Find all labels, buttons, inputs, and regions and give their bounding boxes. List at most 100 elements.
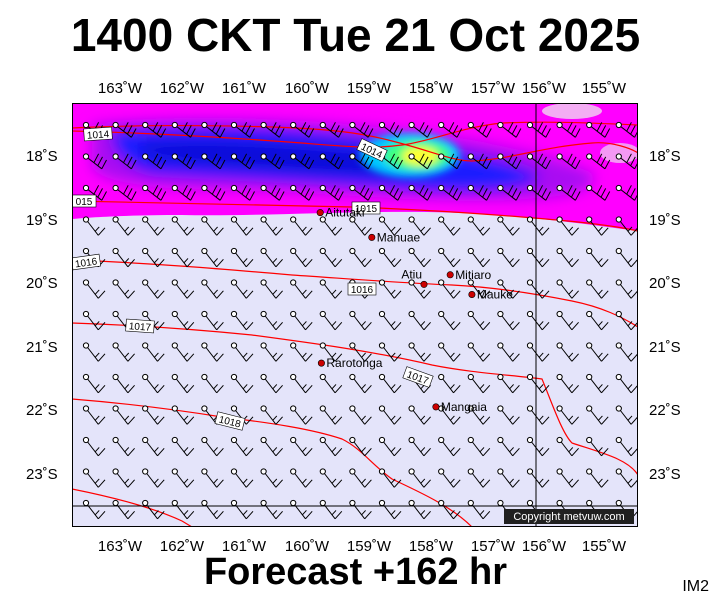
wind-barb (556, 310, 579, 331)
isobar-line (72, 121, 638, 148)
wind-barb (438, 436, 461, 457)
wind-barb (497, 121, 522, 138)
wind-barb (82, 468, 106, 488)
wind-barb (171, 121, 196, 138)
place-mitiaro: Mitiaro (446, 268, 492, 282)
wind-barb (82, 279, 106, 299)
weather-map: 1014 1014 015 1015 1016 1016 1017 1017 1… (72, 103, 638, 527)
wind-barb (142, 436, 165, 457)
wind-barb (112, 121, 137, 138)
wind-barb (526, 310, 550, 331)
wind-barb (586, 279, 609, 299)
lon-label: 157˚W (470, 80, 516, 97)
wind-barb (349, 373, 372, 394)
wind-barb (586, 310, 609, 331)
wind-barb (497, 468, 520, 488)
wind-barb (408, 247, 431, 268)
wind-barb (290, 373, 313, 394)
isobar-label: 1018 (218, 414, 243, 430)
wind-barb (408, 121, 433, 138)
wind-barb (171, 184, 196, 201)
wind-barb (438, 216, 461, 236)
wind-barb (290, 153, 315, 170)
wind-barb (201, 436, 224, 457)
wind-barb (467, 436, 491, 457)
wind-barb (230, 468, 254, 488)
wind-barb (260, 184, 285, 201)
wind-barb (171, 279, 195, 299)
isobar-label: 015 (76, 197, 93, 208)
wind-barb (615, 342, 638, 362)
wind-barb (556, 216, 579, 236)
wind-barb (171, 499, 195, 520)
wind-barb (615, 468, 638, 488)
wind-barb (408, 153, 433, 170)
wind-barb (290, 121, 315, 138)
image-id: IM2 (682, 578, 709, 595)
place-rarotonga: Rarotonga (317, 356, 383, 370)
isobar-line (72, 488, 193, 527)
wind-barb (349, 310, 372, 331)
wind-barb (408, 436, 431, 457)
copyright-box: Copyright metvuw.com (504, 509, 634, 524)
wind-barb (467, 247, 491, 268)
wind-barb (526, 247, 550, 268)
place-label: Mitiaro (455, 268, 491, 282)
wind-barb (112, 499, 135, 520)
lat-label: 23˚S (26, 466, 58, 483)
isobar-label: 1016 (74, 256, 98, 270)
lon-label: 155˚W (581, 538, 627, 555)
lat-label: 22˚S (26, 402, 58, 419)
forecast-title: 1400 CKT Tue 21 Oct 2025 (70, 9, 641, 61)
wind-barb (201, 342, 224, 362)
wind-barb (378, 468, 402, 488)
wind-barb (408, 468, 431, 488)
wind-barb (260, 436, 283, 457)
lat-label: 19˚S (649, 212, 681, 229)
wind-barb (319, 310, 343, 331)
wind-barb (586, 247, 609, 268)
wind-barb (615, 405, 638, 425)
wind-barb (319, 247, 343, 268)
wind-barb (497, 216, 520, 236)
wind-barb (171, 216, 195, 236)
wind-barb (230, 436, 254, 457)
wind-barb (319, 468, 343, 488)
wind-barb (586, 405, 609, 425)
wind-barb (290, 279, 313, 299)
wind-barb (349, 121, 374, 138)
wind-barb (290, 468, 313, 488)
wind-barb (171, 405, 195, 425)
place-label: Mangaia (441, 400, 487, 414)
wind-barb (82, 216, 106, 236)
wind-barb (378, 216, 402, 236)
wind-barb (467, 184, 492, 201)
wind-barb (142, 184, 167, 201)
lon-label: 163˚W (97, 80, 143, 97)
wind-barb (378, 184, 403, 201)
wind-barb (526, 342, 550, 362)
wind-barb (201, 373, 224, 394)
isobar-line (72, 200, 638, 232)
lon-label: 162˚W (159, 80, 205, 97)
wind-barb (586, 468, 609, 488)
wind-barb (171, 436, 195, 457)
wind-barb (290, 436, 313, 457)
wind-barb (526, 279, 550, 299)
wind-barb (467, 373, 491, 394)
wind-barb (230, 373, 254, 394)
place-mauke: Mauke (468, 288, 513, 302)
wind-barb (349, 153, 374, 170)
wind-barb (171, 373, 195, 394)
wind-barb (526, 373, 550, 394)
wind-barb (142, 216, 165, 236)
lat-label: 22˚S (649, 402, 681, 419)
wind-barb (142, 373, 165, 394)
wind-barb (615, 373, 638, 394)
wind-barb (230, 184, 255, 201)
wind-barb (586, 373, 609, 394)
wind-barb (467, 153, 492, 170)
lon-label: 159˚W (346, 538, 392, 555)
lon-label: 159˚W (346, 80, 392, 97)
isobar-label: 1016 (351, 285, 374, 296)
